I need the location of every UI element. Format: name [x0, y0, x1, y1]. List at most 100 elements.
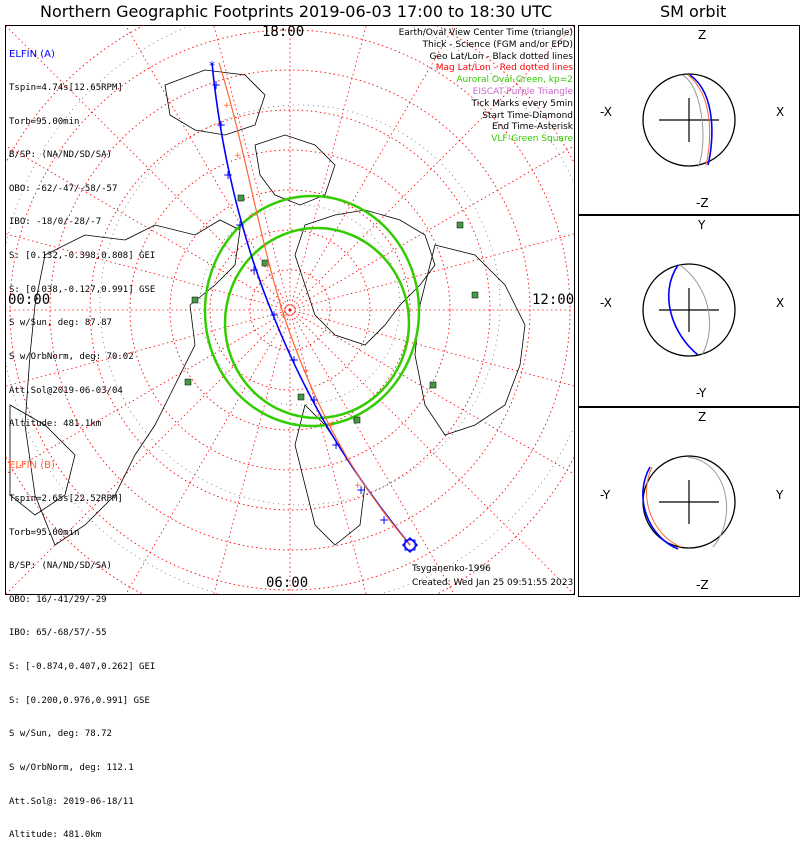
axis-label-left: -Y	[600, 488, 611, 502]
tick-mark-a: +	[309, 393, 319, 407]
grid-spoke	[289, 309, 456, 595]
axis-label-right: X	[776, 105, 784, 119]
earth-outline	[642, 73, 736, 167]
tick-mark-b: +	[302, 366, 310, 376]
tick-mark-b: +	[354, 481, 362, 491]
orbit-b	[687, 74, 711, 166]
created-timestamp: Created: Wed Jan 25 09:51:55 2023	[412, 578, 574, 588]
tick-mark-a: +	[331, 438, 341, 452]
orbit-plot	[642, 455, 736, 550]
orbit-panel-xy: Y -Y -X X	[578, 215, 800, 407]
tick-mark-b: +	[223, 101, 231, 111]
time-label-left: 00:00	[8, 292, 51, 308]
grid-spoke	[289, 309, 575, 476]
tick-mark-a: +	[289, 353, 299, 367]
legend: Earth/Oval View Center Time (triangle) T…	[399, 28, 573, 146]
orbit-panel-yz: Z -Z -Y Y	[578, 407, 800, 597]
coastline	[414, 244, 526, 436]
elfin-b-line: B/SP: (NA/ND/SD/SA)	[9, 561, 112, 572]
axis-label-top: Y	[697, 218, 706, 232]
elfin-a-line: Att.Sol@2019-06-03/04	[9, 385, 123, 396]
tick-mark-b: +	[248, 211, 256, 221]
vlf-station-marker	[191, 296, 199, 304]
elfin-a-info: ELFIN (A) Tspin=4.74s[12.65RPM] Torb=95.…	[9, 27, 155, 442]
elfin-a-line: Torb=95.00min	[9, 116, 80, 127]
elfin-a-line: Tspin=4.74s[12.65RPM]	[9, 83, 123, 94]
elfin-b-line: OBO: 16/-41/29/-29	[9, 594, 107, 605]
legend-item: Auroral Oval-Green, kp=2	[456, 75, 573, 86]
axis-label-top: Z	[698, 28, 706, 42]
orbit-shadow	[687, 456, 728, 548]
elfin-a-line: S: [0.038,-0.127,0.991] GSE	[9, 284, 156, 295]
time-label-bottom: 06:00	[266, 575, 309, 591]
orbit-a	[668, 264, 699, 356]
grid-spoke	[289, 309, 575, 387]
tick-mark-b: +	[280, 311, 288, 321]
vlf-station-marker	[471, 291, 479, 299]
coastline	[254, 134, 336, 206]
footprint-map: +++++++++++++++++++*	[5, 25, 575, 595]
vlf-station-marker	[456, 221, 464, 229]
orbit-shadow	[681, 74, 704, 168]
axis-label-right: Y	[775, 488, 784, 502]
tick-mark-a: +	[249, 263, 259, 277]
sm-orbit-title: SM orbit	[660, 2, 727, 21]
elfin-a-line: IBO: -18/0/-28/-7	[9, 217, 102, 228]
orbit-shadow	[679, 264, 711, 356]
legend-item: Start Time-Diamond	[482, 110, 573, 121]
grid-spoke	[289, 309, 575, 595]
legend-item: EISCAT-Purple Triangle	[472, 86, 573, 97]
axis-label-left: -X	[600, 296, 612, 310]
tick-mark-a: +	[379, 513, 389, 527]
tick-mark-a: +	[216, 118, 226, 132]
vlf-station-marker	[184, 378, 192, 386]
orbit-b	[646, 466, 682, 548]
geo-circle	[99, 104, 501, 506]
coastline	[9, 404, 76, 516]
orbit-a	[642, 466, 679, 550]
grid-circle	[169, 189, 411, 431]
legend-item: Earth/Oval View Center Time (triangle)	[398, 28, 573, 38]
tick-mark-b: +	[264, 261, 272, 271]
elfin-b-info: ELFIN (B) Tspin=2.65s[22.52RPM] Torb=95.…	[9, 438, 155, 853]
elfin-b-track	[218, 62, 411, 546]
tick-mark-b: +	[327, 421, 335, 431]
elfin-b-line: Altitude: 481.0km	[9, 830, 102, 841]
page-title: Northern Geographic Footprints 2019-06-0…	[40, 2, 553, 21]
grid-spoke	[213, 309, 291, 595]
elfin-b-line: S w/OrbNorm, deg: 112.1	[9, 762, 134, 773]
orbit-panel-xz: Z -Z -X X	[578, 25, 800, 215]
coastline	[24, 219, 241, 546]
legend-item: Mag Lat/Lon - Red dotted lines	[435, 63, 573, 74]
tick-mark-a: +	[211, 78, 221, 92]
tick-mark-b: +	[234, 151, 242, 161]
grid-circle	[89, 109, 491, 511]
elfin-a-line: B/SP: (NA/ND/SD/SA)	[9, 150, 112, 161]
vlf-station-marker	[429, 381, 437, 389]
grid-spoke	[289, 25, 367, 311]
axis-label-right: X	[776, 296, 784, 310]
elfin-b-line: Torb=95.00min	[9, 527, 80, 538]
elfin-b-line: Tspin=2.65s[22.52RPM]	[9, 494, 123, 505]
tick-mark-a: +	[356, 483, 366, 497]
coastline	[294, 209, 436, 346]
elfin-b-line: S: [-0.874,0.407,0.262] GEI	[9, 662, 156, 673]
orbit-a	[689, 74, 713, 166]
axis-label-left: -X	[600, 105, 612, 119]
axis-label-bottom: -Z	[696, 196, 709, 210]
time-label-right: 12:00	[532, 292, 575, 308]
elfin-a-line: S: [0.132,-0.398,0.808] GEI	[9, 251, 156, 262]
vlf-stations	[184, 194, 479, 424]
legend-item: End Time-Asterisk	[491, 122, 573, 133]
elfin-a-line: OBO: -62/-47/-58/-57	[9, 183, 118, 194]
tick-mark-a: +	[235, 218, 245, 232]
elfin-b-line: IBO: 65/-68/57/-55	[9, 628, 107, 639]
legend-item: Thick - Science (FGM and/or EPD)	[422, 39, 573, 50]
vlf-station-marker	[353, 416, 361, 424]
auroral-oval	[203, 194, 421, 428]
elfin-a-title: ELFIN (A)	[9, 49, 55, 61]
elfin-b-line: S: [0.200,0.976,0.991] GSE	[9, 695, 150, 706]
end-asterisk: *	[209, 59, 215, 73]
legend-item: Geo Lat/Lon - Black dotted lines	[429, 51, 573, 62]
grid-spoke	[213, 25, 291, 311]
